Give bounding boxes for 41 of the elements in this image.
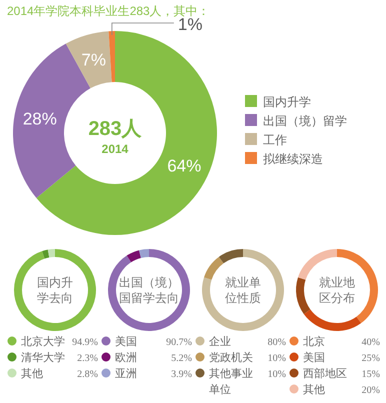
chart-title: 2014年学院本科毕业生283人，其中： bbox=[7, 4, 210, 18]
data-label: 28% bbox=[22, 110, 57, 129]
data-label: 90.7% bbox=[166, 337, 192, 348]
legend-label: 企业 bbox=[209, 335, 231, 348]
data-label: 5.2% bbox=[171, 353, 192, 364]
data-label: 7% bbox=[81, 50, 106, 70]
text: 2014 bbox=[102, 142, 129, 156]
data-label: 15% bbox=[362, 369, 380, 380]
text: 283人 bbox=[88, 118, 143, 140]
data-label: 80% bbox=[268, 337, 286, 348]
data-label: 20% bbox=[362, 385, 380, 396]
data-label: 2.3% bbox=[77, 353, 98, 364]
legend-label: 出国（境）留学 bbox=[263, 114, 347, 128]
legend-label: 国内升学 bbox=[263, 95, 311, 109]
text: 国内升学去向 bbox=[37, 275, 73, 305]
data-label: 25% bbox=[362, 353, 380, 364]
legend-label: 北京 bbox=[303, 335, 325, 348]
legend-label: 其他事业单位 bbox=[209, 367, 253, 396]
legend-label: 其他 bbox=[303, 383, 325, 396]
data-label: 3.9% bbox=[171, 369, 192, 380]
data-label: 10% bbox=[268, 353, 286, 364]
legend-label: 亚洲 bbox=[115, 367, 137, 380]
data-label: 94.9% bbox=[72, 337, 98, 348]
data-label: 40% bbox=[362, 337, 380, 348]
text: 就业单位性质 bbox=[225, 275, 261, 305]
legend-label: 工作 bbox=[263, 133, 287, 147]
legend-label: 拟继续深造 bbox=[263, 152, 323, 166]
legend-label: 清华大学 bbox=[21, 351, 65, 364]
data-label: 2.8% bbox=[77, 369, 98, 380]
legend-label: 党政机关 bbox=[209, 351, 253, 364]
text: 就业地区分布 bbox=[319, 275, 355, 305]
legend-label: 欧洲 bbox=[115, 351, 137, 364]
data-label: 1% bbox=[178, 15, 202, 34]
text: 出国（境）国留学去向 bbox=[119, 275, 179, 305]
legend-label: 美国 bbox=[115, 335, 137, 348]
data-label: 10% bbox=[268, 369, 286, 380]
legend-label: 北京大学 bbox=[21, 335, 65, 348]
legend-label: 美国 bbox=[303, 351, 325, 364]
data-label: 64% bbox=[167, 156, 202, 176]
legend-label: 西部地区 bbox=[303, 367, 347, 380]
legend-label: 其他 bbox=[21, 367, 43, 380]
